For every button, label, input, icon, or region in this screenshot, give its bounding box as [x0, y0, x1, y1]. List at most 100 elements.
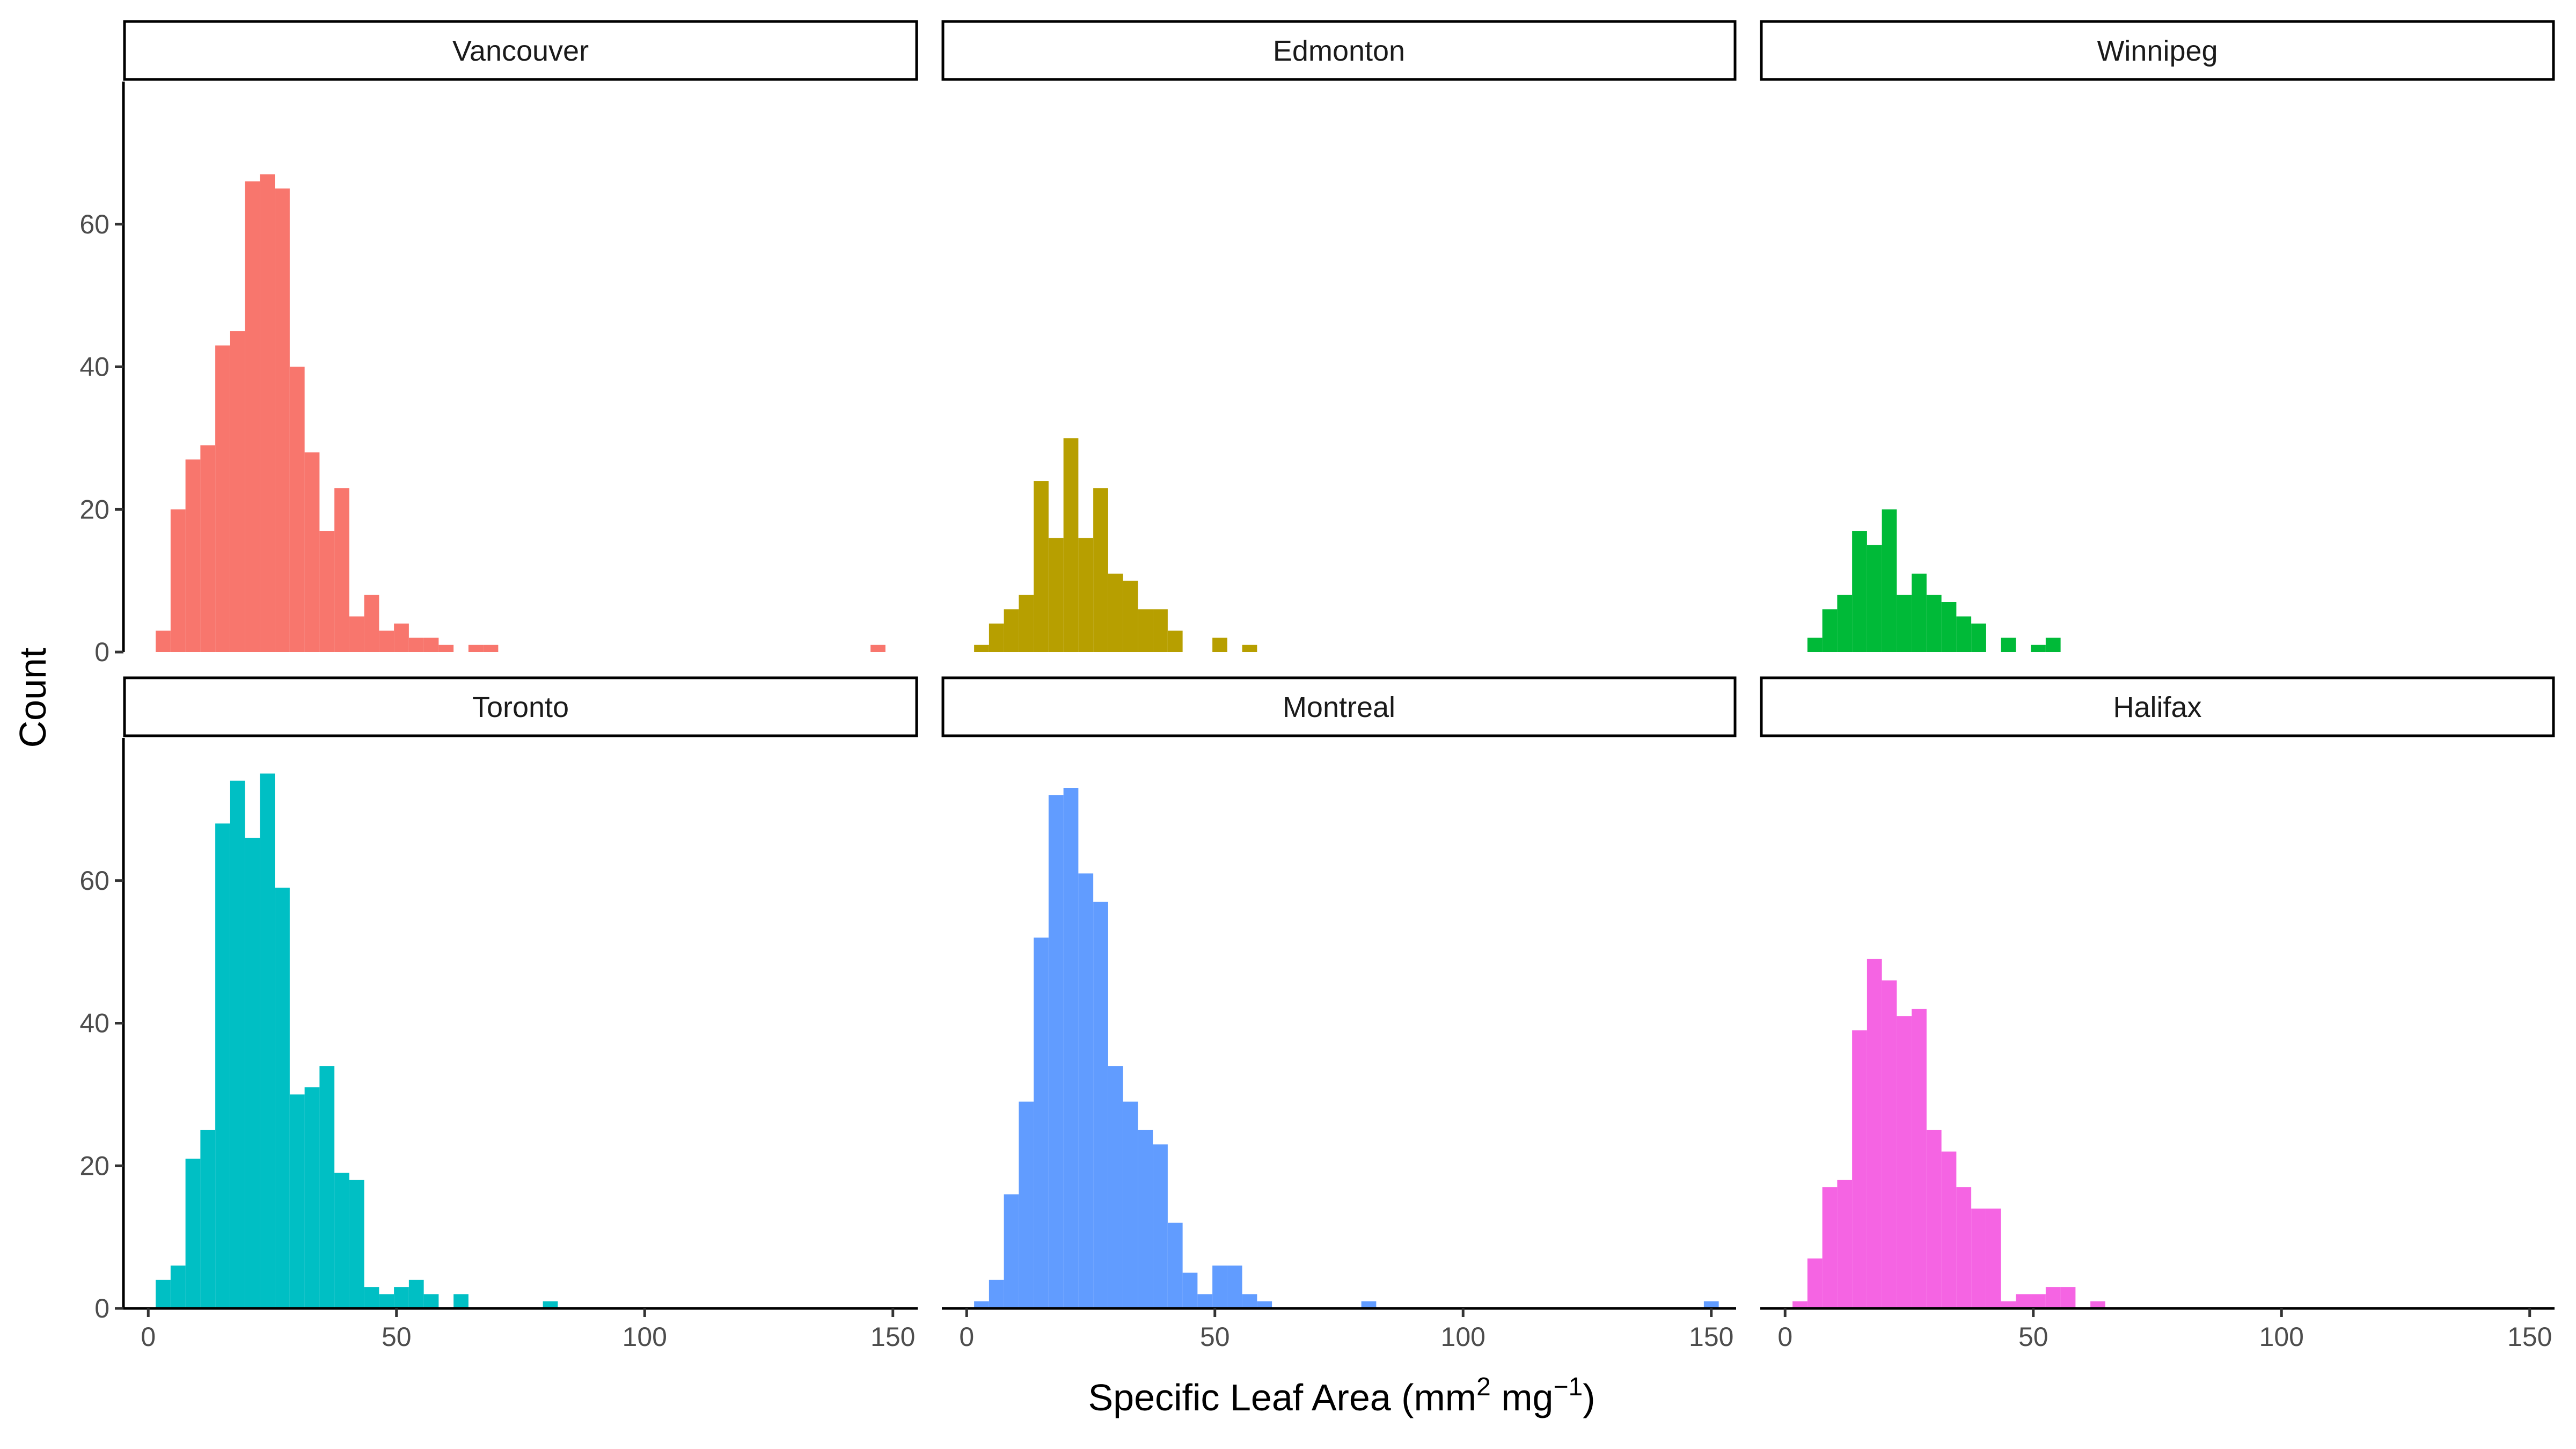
y-tick-label: 40 — [79, 352, 109, 382]
histogram-bar — [1242, 645, 1257, 652]
histogram-bar — [1837, 1180, 1853, 1308]
histogram-bar — [438, 645, 454, 652]
histogram-bar — [1242, 1294, 1257, 1308]
histogram-bar — [1971, 623, 1986, 652]
histogram-bar — [1123, 581, 1138, 652]
histogram-bar — [1078, 538, 1094, 652]
histogram-bar — [1019, 595, 1034, 652]
histogram-bar — [2001, 1301, 2016, 1308]
facet-strip-label: Vancouver — [452, 35, 589, 67]
histogram-bar — [275, 188, 290, 652]
histogram-bar — [1926, 595, 1942, 652]
histogram-bar — [408, 1279, 424, 1308]
histogram-bar — [423, 1294, 439, 1308]
histogram-bar — [200, 445, 216, 652]
facet-panels: Vancouver 0 20 40 60 Edmonton Winnipeg Toronto 0… — [79, 20, 2555, 1352]
histogram-bar — [1882, 980, 1897, 1308]
facet-strip-label: Montreal — [1283, 691, 1395, 723]
histogram-bar — [275, 888, 290, 1308]
histogram-bar — [1852, 1030, 1867, 1308]
histogram-bar — [1123, 1101, 1138, 1308]
histogram-bar — [974, 1301, 989, 1308]
histogram-bar — [1971, 1208, 1986, 1308]
facet-panel-edmonton: Edmonton — [941, 20, 1737, 652]
histogram-bar — [423, 638, 439, 652]
histogram-bar — [1882, 509, 1897, 652]
histogram-bar — [1019, 1101, 1034, 1308]
histogram-bar — [1227, 1265, 1242, 1308]
histogram-bar — [1807, 638, 1823, 652]
histogram-bar — [364, 595, 379, 652]
x-axis-title: Specific Leaf Area (mm2 mg−1) — [1088, 1373, 1595, 1418]
histogram-bar — [1093, 488, 1108, 652]
histogram-bar — [1867, 545, 1882, 652]
histogram-bar — [319, 1066, 335, 1308]
histogram-bar — [543, 1301, 558, 1308]
y-tick-label: 60 — [79, 866, 109, 896]
x-axis-title-superscript: −1 — [1553, 1373, 1583, 1401]
histogram-bar — [1167, 1223, 1183, 1308]
histogram-bar — [394, 623, 409, 652]
histogram-bar — [1138, 1130, 1153, 1308]
histogram-bar — [260, 773, 275, 1308]
facet-panel-vancouver: Vancouver 0 20 40 60 — [79, 20, 918, 667]
x-tick-label: 100 — [2259, 1322, 2304, 1352]
histogram-bar — [1182, 1272, 1198, 1308]
histogram-bar — [1212, 638, 1227, 652]
x-tick-label: 50 — [2018, 1322, 2048, 1352]
y-tick-label: 0 — [94, 1293, 109, 1323]
histogram-bar — [1897, 1016, 1912, 1308]
facet-strip — [941, 20, 1737, 81]
histogram-bar — [1822, 1187, 1838, 1308]
histogram-bar — [245, 838, 260, 1308]
histogram-bar — [1361, 1301, 1377, 1308]
histogram-bar — [1792, 1301, 1807, 1308]
facet-strip-label: Halifax — [2113, 691, 2201, 723]
histogram-bar — [870, 645, 885, 652]
histogram-bar — [483, 645, 499, 652]
histogram-bar — [245, 181, 260, 652]
facet-panel-montreal: Montreal 0 50 100 150 — [941, 676, 1737, 1352]
histogram-bar — [1956, 1187, 1972, 1308]
histogram-bar — [289, 367, 305, 652]
facet-strip — [123, 20, 918, 81]
histogram-bar — [1034, 481, 1049, 652]
x-axis-title-part: mg — [1491, 1377, 1554, 1418]
histogram-bar — [1257, 1301, 1272, 1308]
histogram-bar — [156, 1279, 171, 1308]
histogram-bar — [185, 459, 201, 652]
histogram-bar — [1063, 788, 1079, 1308]
histogram-bar — [319, 531, 335, 652]
facet-strip — [123, 676, 918, 737]
histogram-bar — [1956, 616, 1972, 652]
histogram-bar — [2060, 1287, 2076, 1308]
x-tick-label: 0 — [1777, 1322, 1792, 1352]
histogram-bar — [2090, 1301, 2105, 1308]
histogram-bar — [408, 638, 424, 652]
histogram-bar — [364, 1287, 379, 1308]
facet-strip-label: Winnipeg — [2097, 35, 2218, 67]
x-tick-label: 150 — [1689, 1322, 1733, 1352]
facet-panel-halifax: Halifax 0 50 100 150 — [1760, 676, 2555, 1352]
histogram-bar — [304, 452, 320, 652]
histogram-bar — [1867, 958, 1882, 1308]
histogram-bar — [394, 1287, 409, 1308]
histogram-bar — [349, 616, 364, 652]
facet-panel-winnipeg: Winnipeg — [1760, 20, 2555, 652]
histogram-bar — [170, 509, 186, 652]
x-axis-title-part: ) — [1583, 1377, 1595, 1418]
histogram-bar — [1034, 938, 1049, 1308]
histogram-bar — [1837, 595, 1853, 652]
histogram-bar — [379, 1294, 394, 1308]
histogram-bar — [230, 780, 245, 1308]
histogram-bar — [2045, 1287, 2061, 1308]
x-tick-label: 50 — [1200, 1322, 1230, 1352]
histogram-bar — [1197, 1294, 1213, 1308]
x-tick-label: 0 — [959, 1322, 974, 1352]
x-axis-title-part: Specific Leaf Area (mm — [1088, 1377, 1476, 1418]
histogram-bar — [2031, 645, 2046, 652]
y-axis-title: Count — [12, 648, 54, 748]
x-tick-label: 50 — [382, 1322, 412, 1352]
histogram-bar — [2045, 638, 2061, 652]
x-tick-label: 150 — [870, 1322, 915, 1352]
